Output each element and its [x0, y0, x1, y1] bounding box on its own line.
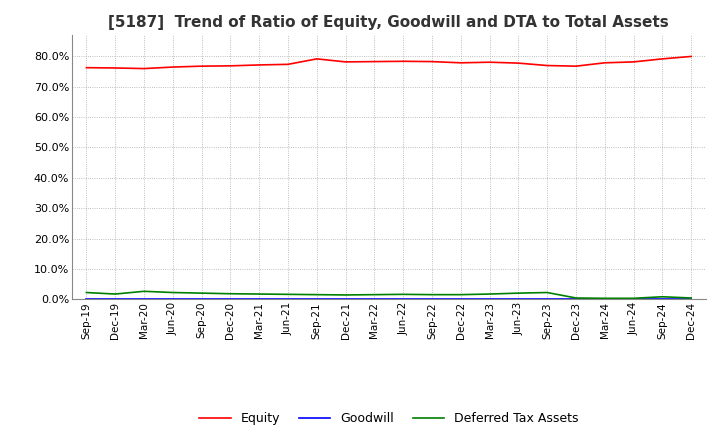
- Deferred Tax Assets: [658, 294, 667, 299]
- Equity: [428, 59, 436, 64]
- Goodwill: [168, 297, 177, 302]
- Goodwill: [543, 297, 552, 302]
- Equity: [140, 66, 148, 71]
- Equity: [543, 63, 552, 68]
- Line: Equity: Equity: [86, 56, 691, 69]
- Legend: Equity, Goodwill, Deferred Tax Assets: Equity, Goodwill, Deferred Tax Assets: [194, 407, 583, 430]
- Deferred Tax Assets: [543, 290, 552, 295]
- Goodwill: [600, 297, 609, 302]
- Deferred Tax Assets: [82, 290, 91, 295]
- Goodwill: [485, 297, 494, 302]
- Goodwill: [687, 297, 696, 302]
- Deferred Tax Assets: [428, 292, 436, 297]
- Goodwill: [428, 297, 436, 302]
- Deferred Tax Assets: [197, 290, 206, 296]
- Deferred Tax Assets: [629, 296, 638, 301]
- Equity: [82, 65, 91, 70]
- Equity: [341, 59, 350, 65]
- Equity: [284, 62, 292, 67]
- Deferred Tax Assets: [111, 291, 120, 297]
- Deferred Tax Assets: [370, 292, 379, 297]
- Deferred Tax Assets: [312, 292, 321, 297]
- Goodwill: [572, 297, 580, 302]
- Equity: [370, 59, 379, 64]
- Deferred Tax Assets: [600, 296, 609, 301]
- Goodwill: [111, 297, 120, 302]
- Deferred Tax Assets: [255, 291, 264, 297]
- Goodwill: [197, 297, 206, 302]
- Goodwill: [226, 297, 235, 302]
- Goodwill: [341, 297, 350, 302]
- Goodwill: [399, 297, 408, 302]
- Equity: [312, 56, 321, 62]
- Equity: [168, 64, 177, 70]
- Deferred Tax Assets: [399, 292, 408, 297]
- Deferred Tax Assets: [572, 295, 580, 301]
- Goodwill: [284, 297, 292, 302]
- Line: Deferred Tax Assets: Deferred Tax Assets: [86, 291, 691, 298]
- Deferred Tax Assets: [140, 289, 148, 294]
- Deferred Tax Assets: [514, 290, 523, 296]
- Deferred Tax Assets: [485, 291, 494, 297]
- Equity: [514, 60, 523, 66]
- Goodwill: [312, 297, 321, 302]
- Deferred Tax Assets: [168, 290, 177, 295]
- Deferred Tax Assets: [226, 291, 235, 297]
- Goodwill: [456, 297, 465, 302]
- Equity: [255, 62, 264, 68]
- Deferred Tax Assets: [456, 292, 465, 297]
- Deferred Tax Assets: [341, 292, 350, 297]
- Equity: [111, 65, 120, 70]
- Goodwill: [370, 297, 379, 302]
- Equity: [197, 63, 206, 69]
- Equity: [226, 63, 235, 69]
- Equity: [629, 59, 638, 65]
- Deferred Tax Assets: [687, 295, 696, 301]
- Goodwill: [255, 297, 264, 302]
- Equity: [485, 59, 494, 65]
- Goodwill: [82, 297, 91, 302]
- Deferred Tax Assets: [284, 292, 292, 297]
- Goodwill: [658, 297, 667, 302]
- Equity: [399, 59, 408, 64]
- Equity: [572, 63, 580, 69]
- Equity: [687, 54, 696, 59]
- Goodwill: [514, 297, 523, 302]
- Goodwill: [629, 297, 638, 302]
- Title: [5187]  Trend of Ratio of Equity, Goodwill and DTA to Total Assets: [5187] Trend of Ratio of Equity, Goodwil…: [109, 15, 669, 30]
- Equity: [456, 60, 465, 66]
- Goodwill: [140, 297, 148, 302]
- Equity: [658, 56, 667, 62]
- Equity: [600, 60, 609, 66]
